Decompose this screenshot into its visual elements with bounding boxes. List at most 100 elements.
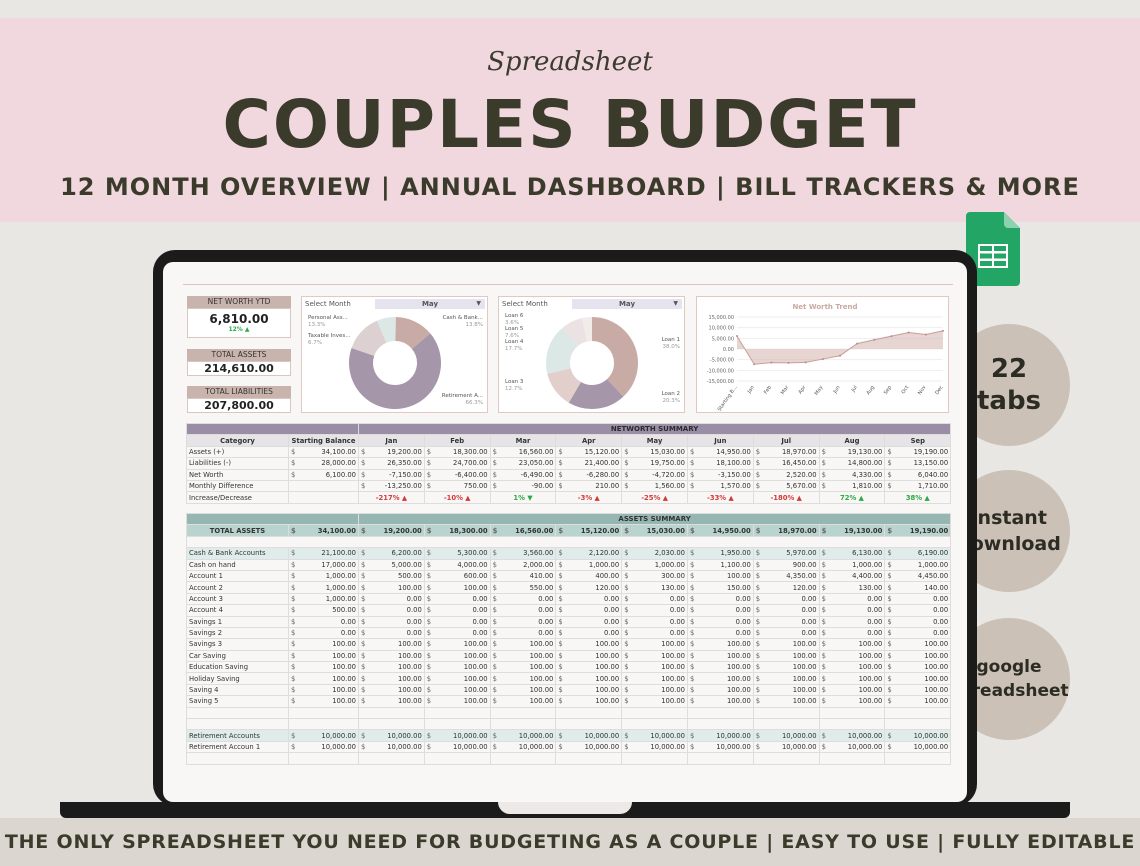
table-cell[interactable]: $0.00 (288, 615, 359, 628)
table-cell[interactable]: $18,970.00 (752, 445, 820, 459)
table-cell[interactable] (423, 706, 491, 720)
table-cell[interactable] (752, 752, 820, 765)
table-cell[interactable]: $100.00 (288, 649, 359, 663)
table-cell[interactable]: $18,300.00 (423, 524, 491, 537)
table-cell[interactable]: $100.00 (489, 661, 557, 674)
table-cell[interactable]: $100.00 (884, 695, 952, 708)
table-cell[interactable]: $21,100.00 (288, 547, 359, 560)
table-cell[interactable]: $19,750.00 (621, 457, 688, 470)
table-cell[interactable]: $5,970.00 (752, 547, 820, 560)
table-cell[interactable]: $19,190.00 (884, 524, 952, 537)
table-cell[interactable]: $100.00 (621, 649, 688, 663)
table-cell[interactable]: $100.00 (489, 683, 557, 697)
table-cell[interactable]: $19,200.00 (358, 445, 425, 459)
month-select[interactable]: May ▼ (375, 299, 485, 309)
table-cell[interactable]: $0.00 (358, 592, 425, 606)
table-cell[interactable]: $100.00 (288, 683, 359, 697)
table-cell[interactable] (288, 718, 359, 731)
table-cell[interactable]: $4,400.00 (818, 569, 886, 583)
table-cell[interactable] (818, 752, 886, 765)
table-cell[interactable]: $14,800.00 (818, 457, 886, 470)
table-cell[interactable] (752, 718, 820, 731)
table-cell[interactable]: $5,000.00 (358, 558, 425, 571)
table-cell[interactable]: $19,200.00 (358, 524, 425, 537)
table-cell[interactable]: $18,100.00 (686, 457, 754, 470)
table-cell[interactable] (489, 752, 557, 765)
table-cell[interactable]: $0.00 (884, 626, 952, 640)
table-cell[interactable]: $0.00 (621, 604, 688, 617)
table-cell[interactable]: $10,000.00 (752, 729, 820, 742)
table-cell[interactable]: $100.00 (818, 672, 886, 685)
table-cell[interactable] (752, 706, 820, 720)
table-cell[interactable]: $10,000.00 (288, 740, 359, 754)
table-cell[interactable]: $210.00 (555, 479, 623, 493)
table-cell[interactable]: $2,030.00 (621, 547, 688, 560)
table-cell[interactable]: $ -6,490.00 (489, 468, 557, 481)
table-cell[interactable]: $100.00 (686, 638, 754, 651)
table-cell[interactable]: $ -6,280.00 (555, 468, 623, 481)
table-cell[interactable]: $19,130.00 (818, 524, 886, 537)
table-cell[interactable]: $0.00 (884, 604, 952, 617)
table-cell[interactable]: $34,100.00 (288, 445, 359, 459)
table-cell[interactable]: $ -4,720.00 (621, 468, 688, 481)
table-cell[interactable] (884, 706, 952, 720)
table-cell[interactable]: $100.00 (621, 695, 688, 708)
table-cell[interactable]: $5,300.00 (423, 547, 491, 560)
table-cell[interactable]: $6,100.00 (288, 468, 359, 481)
table-cell[interactable]: $100.00 (884, 661, 952, 674)
table-cell[interactable]: $ -13,250.00 (358, 479, 425, 493)
table-cell[interactable]: $10,000.00 (884, 740, 952, 754)
table-cell[interactable]: $100.00 (686, 672, 754, 685)
table-cell[interactable]: $100.00 (423, 695, 491, 708)
table-cell[interactable]: $100.00 (752, 672, 820, 685)
table-cell[interactable]: $100.00 (686, 695, 754, 708)
table-cell[interactable] (884, 718, 952, 731)
table-cell[interactable]: $5,670.00 (752, 479, 820, 493)
table-cell[interactable]: $100.00 (621, 683, 688, 697)
table-cell[interactable]: $1,000.00 (288, 592, 359, 606)
table-cell[interactable] (621, 706, 688, 720)
table-cell[interactable]: $14,950.00 (686, 445, 754, 459)
table-cell[interactable] (818, 718, 886, 731)
table-cell[interactable]: $0.00 (686, 626, 754, 640)
table-cell[interactable]: $100.00 (423, 661, 491, 674)
table-cell[interactable]: $0.00 (752, 604, 820, 617)
table-cell[interactable]: $1,000.00 (818, 558, 886, 571)
table-cell[interactable]: $0.00 (686, 604, 754, 617)
table-cell[interactable]: $100.00 (358, 672, 425, 685)
month-select[interactable]: May ▼ (572, 299, 682, 309)
table-cell[interactable]: $4,330.00 (818, 468, 886, 481)
table-cell[interactable]: $1,000.00 (288, 581, 359, 594)
table-cell[interactable]: $0.00 (686, 615, 754, 628)
table-cell[interactable]: $0.00 (555, 626, 623, 640)
table-cell[interactable]: $23,050.00 (489, 457, 557, 470)
table-cell[interactable]: $10,000.00 (555, 740, 623, 754)
table-cell[interactable]: $0.00 (752, 615, 820, 628)
table-cell[interactable]: $0.00 (358, 615, 425, 628)
table-cell[interactable]: $100.00 (358, 661, 425, 674)
table-cell[interactable]: $100.00 (358, 649, 425, 663)
table-cell[interactable] (555, 718, 623, 731)
table-cell[interactable]: $1,000.00 (884, 558, 952, 571)
table-cell[interactable]: $1,560.00 (621, 479, 688, 493)
table-cell[interactable]: $0.00 (555, 615, 623, 628)
table-cell[interactable]: $15,030.00 (621, 524, 688, 537)
table-cell[interactable]: $100.00 (752, 695, 820, 708)
table-cell[interactable] (686, 718, 754, 731)
table-cell[interactable]: $15,120.00 (555, 524, 623, 537)
table-cell[interactable] (621, 752, 688, 765)
table-cell[interactable]: $100.00 (884, 638, 952, 651)
table-cell[interactable]: $1,100.00 (686, 558, 754, 571)
table-cell[interactable]: $120.00 (752, 581, 820, 594)
table-cell[interactable]: $100.00 (818, 661, 886, 674)
table-cell[interactable]: $0.00 (752, 592, 820, 606)
table-cell[interactable]: $0.00 (818, 615, 886, 628)
table-cell[interactable]: $1,810.00 (818, 479, 886, 493)
table-cell[interactable]: $10,000.00 (489, 729, 557, 742)
table-cell[interactable]: $100.00 (489, 672, 557, 685)
table-cell[interactable]: $4,450.00 (884, 569, 952, 583)
table-cell[interactable]: $300.00 (621, 569, 688, 583)
table-cell[interactable]: $0.00 (423, 604, 491, 617)
table-cell[interactable]: $0.00 (621, 626, 688, 640)
table-cell[interactable]: $19,130.00 (818, 445, 886, 459)
